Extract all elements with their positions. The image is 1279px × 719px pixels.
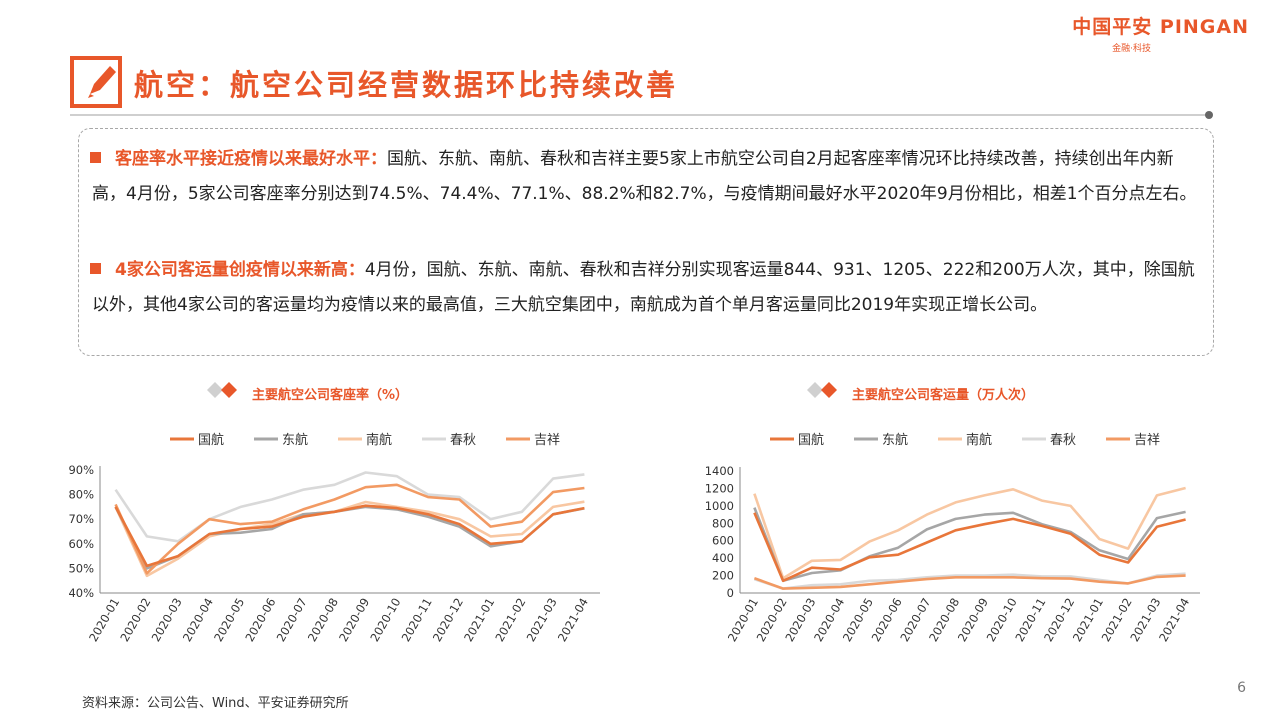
bullet-text: 国航、东航、南航、春秋和吉祥主要5家上市航空公司自2月起客座率情况环比持续改善，… bbox=[92, 149, 1197, 204]
bullet-highlight: 客座率水平接近疫情以来最好水平： bbox=[115, 149, 387, 169]
chart-title-diamond-icon bbox=[807, 382, 837, 398]
legend-label: 东航 bbox=[882, 432, 908, 448]
y-tick-label: 800 bbox=[712, 516, 734, 530]
divider-dot bbox=[1205, 111, 1213, 119]
bullet-highlight: 4家公司客运量创疫情以来新高： bbox=[115, 260, 365, 280]
legend-label: 南航 bbox=[366, 432, 392, 448]
y-tick-label: 40% bbox=[68, 586, 94, 600]
page-number: 6 bbox=[1237, 680, 1246, 696]
company-logo: 中国平安 PINGAN 金融·科技 bbox=[1072, 12, 1249, 54]
title-divider bbox=[70, 114, 1210, 116]
legend-label: 南航 bbox=[966, 432, 992, 448]
y-tick-label: 1400 bbox=[705, 464, 734, 478]
y-tick-label: 400 bbox=[712, 551, 734, 565]
legend-label: 春秋 bbox=[1050, 433, 1076, 448]
series-line-南航 bbox=[753, 486, 1186, 580]
series-line-吉祥 bbox=[753, 574, 1186, 590]
source-note: 资料来源：公司公告、Wind、平安证券研究所 bbox=[82, 696, 349, 711]
y-tick-label: 70% bbox=[68, 512, 94, 526]
bullet-passenger-volume: 4家公司客运量创疫情以来新高：4月份，国航、东航、南航、春秋和吉祥分别实现客运量… bbox=[90, 253, 1204, 322]
y-tick-label: 0 bbox=[727, 586, 734, 600]
series-line-南航 bbox=[114, 500, 585, 578]
y-tick-label: 50% bbox=[68, 561, 94, 575]
x-tick-label: 2021-04 bbox=[555, 596, 591, 645]
y-tick-label: 600 bbox=[712, 534, 734, 548]
bullet-load-factor: 客座率水平接近疫情以来最好水平：国航、东航、南航、春秋和吉祥主要5家上市航空公司… bbox=[90, 142, 1204, 211]
legend-label: 吉祥 bbox=[534, 433, 560, 448]
y-tick-label: 1000 bbox=[705, 499, 734, 513]
chart-title-diamond-icon bbox=[207, 382, 237, 398]
bullet-text: 4月份，国航、东航、南航、春秋和吉祥分别实现客运量844、931、1205、22… bbox=[92, 260, 1195, 315]
summary-box bbox=[78, 128, 1214, 356]
series-line-国航 bbox=[114, 504, 585, 568]
legend-label: 春秋 bbox=[450, 433, 476, 448]
series-line-国航 bbox=[753, 512, 1186, 583]
legend-label: 吉祥 bbox=[1134, 433, 1160, 448]
bullet-square-icon bbox=[90, 263, 101, 274]
y-tick-label: 90% bbox=[68, 463, 94, 477]
chart2-title: 主要航空公司客运量（万人次） bbox=[852, 388, 1035, 403]
y-tick-label: 60% bbox=[68, 537, 94, 551]
page-title: 航空：航空公司经营数据环比持续改善 bbox=[134, 68, 679, 102]
series-line-吉祥 bbox=[114, 483, 585, 575]
y-tick-label: 1200 bbox=[705, 481, 734, 495]
chart1-title: 主要航空公司客座率（%） bbox=[252, 388, 409, 403]
bullet-square-icon bbox=[90, 152, 101, 163]
edit-icon bbox=[70, 56, 122, 108]
y-tick-label: 200 bbox=[712, 569, 734, 583]
legend-label: 国航 bbox=[198, 432, 224, 448]
series-line-东航 bbox=[753, 507, 1186, 583]
legend-label: 国航 bbox=[798, 432, 824, 448]
passenger-volume-chart: 国航 东航 南航 春秋 吉祥02004006008001000120014002020-… bbox=[705, 432, 1200, 644]
brand-tagline: 金融·科技 bbox=[1112, 44, 1151, 54]
y-tick-label: 80% bbox=[68, 488, 94, 502]
load-factor-chart: 国航 东航 南航 春秋 吉祥40%50%60%70%80%90%2020-012020-… bbox=[68, 432, 600, 645]
brand-name: 中国平安 PINGAN bbox=[1072, 16, 1249, 38]
legend-label: 东航 bbox=[282, 432, 308, 448]
